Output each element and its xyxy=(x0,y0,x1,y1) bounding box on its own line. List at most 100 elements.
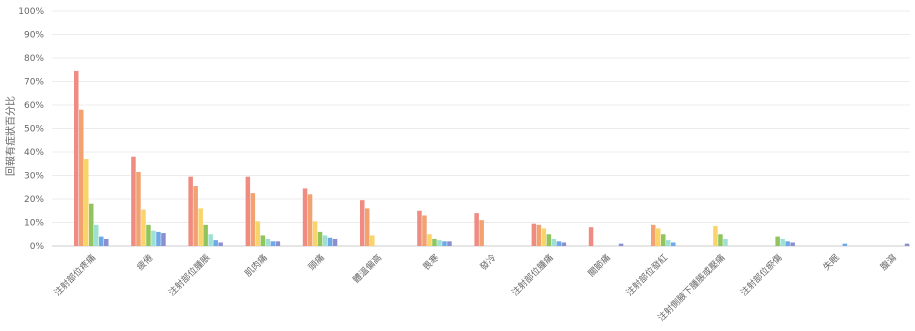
bar xyxy=(437,240,442,246)
y-tick-label: 60% xyxy=(24,101,44,111)
bar xyxy=(671,242,676,246)
bar xyxy=(790,242,795,246)
category-labels: 注射部位疼痛 疲倦 注射部位腫脹 肌肉痛 頭痛 體溫偏高 畏寒 發冷 注射部位腫痛 關節痛 注射部位… xyxy=(51,252,898,324)
bar xyxy=(546,234,552,246)
category-label: 關節痛 xyxy=(585,252,613,280)
bar xyxy=(417,210,422,246)
category-label: 體溫偏高 xyxy=(350,252,384,286)
bar xyxy=(661,234,666,246)
bar xyxy=(104,238,109,246)
category-label: 注射部位發紅 xyxy=(623,252,670,299)
bar xyxy=(618,243,624,246)
bars xyxy=(74,70,910,246)
bar xyxy=(208,234,213,246)
bar xyxy=(307,194,313,246)
category-label: 注射部位腫脹 xyxy=(166,252,213,299)
bar xyxy=(713,226,718,246)
category-label: 發冷 xyxy=(477,252,498,273)
bar xyxy=(332,238,338,246)
bar xyxy=(188,176,193,246)
bar xyxy=(312,221,318,246)
bar xyxy=(255,221,261,246)
gridlines xyxy=(52,10,910,247)
category-label: 頭痛 xyxy=(306,252,327,273)
bar xyxy=(203,224,208,246)
bar xyxy=(365,208,370,246)
bar xyxy=(541,228,547,246)
bar xyxy=(536,224,542,246)
y-tick-label: 40% xyxy=(24,148,44,158)
bar xyxy=(780,238,785,246)
bar xyxy=(551,238,557,246)
bar xyxy=(651,224,656,246)
category-label: 注射部位瘀傷 xyxy=(738,252,785,299)
bar xyxy=(193,186,198,246)
bar xyxy=(588,227,594,246)
bar xyxy=(479,220,484,246)
y-tick-label: 0% xyxy=(30,242,45,252)
bar xyxy=(322,235,328,246)
y-tick-label: 90% xyxy=(24,31,44,41)
bar xyxy=(474,213,479,246)
bar xyxy=(561,242,567,246)
bar xyxy=(442,241,447,246)
bar xyxy=(370,235,375,246)
bar xyxy=(718,234,723,246)
bar xyxy=(556,241,562,246)
y-tick-label: 70% xyxy=(24,78,44,88)
y-tick-label: 10% xyxy=(24,219,44,229)
bar xyxy=(422,215,427,246)
bar xyxy=(302,188,308,246)
bar xyxy=(156,231,161,246)
bar xyxy=(531,223,537,246)
bar xyxy=(723,238,728,246)
bar xyxy=(213,240,218,246)
bar xyxy=(327,237,333,246)
y-tick-label: 100% xyxy=(18,7,44,17)
bar xyxy=(198,208,203,246)
bar xyxy=(270,241,276,246)
category-label: 注射部位疼痛 xyxy=(51,252,98,299)
bar xyxy=(666,240,671,246)
category-label: 畏寒 xyxy=(420,252,441,273)
bar xyxy=(146,224,151,246)
bar xyxy=(842,243,848,246)
bar xyxy=(447,241,452,246)
bar xyxy=(161,233,166,246)
bar xyxy=(84,159,89,246)
category-label: 腹瀉 xyxy=(878,252,899,273)
category-label: 肌肉痛 xyxy=(242,252,270,280)
category-label: 注射部位腫痛 xyxy=(509,252,556,299)
bar xyxy=(131,156,136,246)
bar xyxy=(360,200,365,246)
bar xyxy=(250,193,256,246)
bar xyxy=(136,171,141,246)
bar xyxy=(775,236,780,246)
bar xyxy=(99,236,104,246)
bar xyxy=(904,243,910,246)
bar xyxy=(427,234,432,246)
y-tick-label: 50% xyxy=(24,125,44,135)
category-label: 疲倦 xyxy=(134,252,155,273)
y-tick-label: 20% xyxy=(24,195,44,205)
bar xyxy=(94,224,99,246)
y-axis-label: 回報有症狀百分比 xyxy=(4,96,17,176)
y-tick-label: 80% xyxy=(24,54,44,64)
y-axis-ticks: 0% 10% 20% 30% 40% 50% 60% 70% 80% 90% 100% xyxy=(18,7,44,252)
bar xyxy=(260,235,266,246)
bar xyxy=(275,241,281,246)
bar xyxy=(245,176,251,246)
bar xyxy=(265,238,271,246)
bar xyxy=(432,238,437,246)
bar xyxy=(656,228,661,246)
bar xyxy=(89,203,94,246)
category-label: 失眠 xyxy=(820,252,841,273)
bar xyxy=(151,230,156,246)
y-tick-label: 30% xyxy=(24,172,44,182)
bar xyxy=(74,70,79,246)
bar xyxy=(141,209,146,246)
bar xyxy=(79,109,84,246)
bar xyxy=(785,241,790,246)
bar xyxy=(317,231,323,246)
